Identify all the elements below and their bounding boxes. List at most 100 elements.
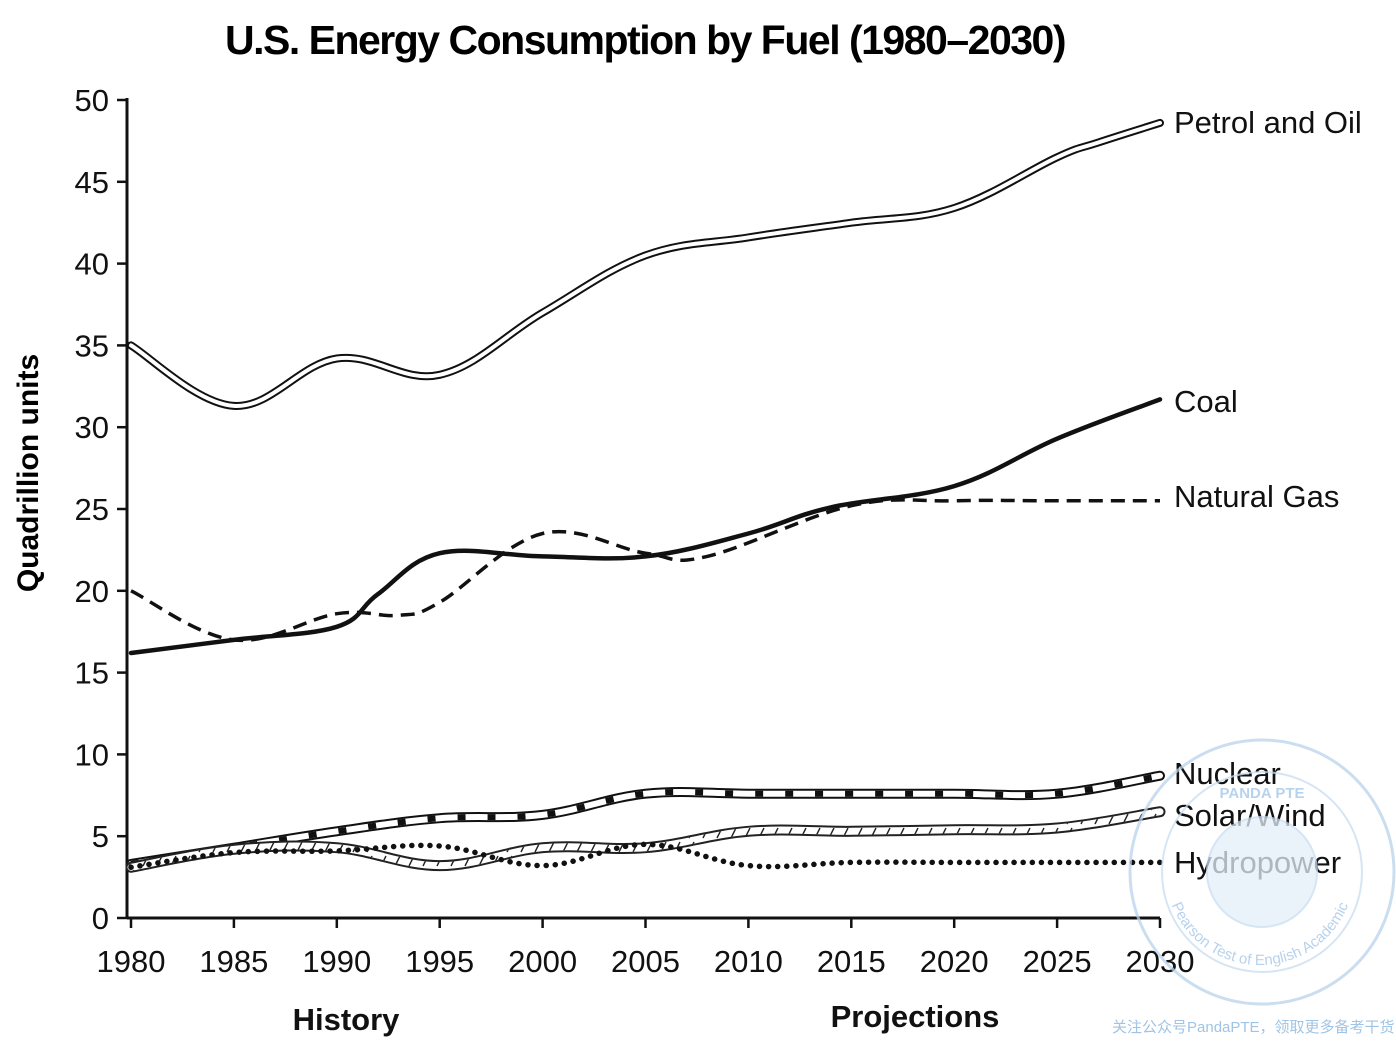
x-tick-label: 1980	[97, 944, 166, 979]
data-point	[541, 864, 545, 868]
data-point	[438, 373, 442, 377]
data-point	[438, 844, 442, 848]
y-tick-label: 25	[75, 492, 109, 527]
data-point	[438, 600, 442, 604]
data-point	[746, 235, 750, 239]
data-point	[829, 505, 833, 509]
series-natural-gas	[129, 498, 1162, 643]
data-point	[438, 864, 442, 868]
x-tick-label: 2020	[920, 944, 989, 979]
data-point	[644, 253, 648, 257]
series-petrol-and-oil	[127, 118, 1164, 410]
series-coal	[128, 397, 1163, 656]
data-point	[541, 532, 545, 536]
x-tick-label: 2025	[1023, 944, 1092, 979]
data-point	[335, 625, 339, 629]
svg-text:PANDA PTE: PANDA PTE	[1219, 785, 1304, 802]
y-tick-label: 35	[75, 328, 109, 363]
data-point	[849, 504, 853, 508]
data-point	[1055, 155, 1059, 159]
series-line-inner	[128, 772, 1163, 867]
data-point	[952, 484, 956, 488]
chart-title: U.S. Energy Consumption by Fuel (1980–20…	[225, 17, 1065, 63]
data-point	[129, 343, 133, 347]
data-point	[644, 551, 648, 555]
data-point	[952, 828, 956, 832]
series-line-hatch	[127, 808, 1164, 871]
data-point	[746, 864, 750, 868]
data-point	[1055, 437, 1059, 441]
watermark-footer: 关注公众号PandaPTE，领取更多备考干货	[1112, 1019, 1395, 1036]
data-point	[952, 860, 956, 864]
data-point	[541, 311, 545, 315]
x-tick-label: 2005	[611, 944, 680, 979]
x-tick-label: 1985	[199, 944, 268, 979]
series-line	[128, 397, 1163, 656]
data-point	[1096, 141, 1100, 145]
section-label-history: History	[293, 1002, 401, 1037]
data-point	[1158, 774, 1162, 778]
series-nuclear	[126, 770, 1165, 869]
x-axis-ticks: 1980 1985 1990 1995 2000 2005 2010 2015 2020 2025…	[97, 918, 1195, 979]
data-point	[438, 816, 442, 820]
x-tick-label: 2030	[1126, 944, 1195, 979]
data-point	[232, 404, 236, 408]
y-tick-label: 40	[75, 247, 109, 282]
data-point	[1158, 121, 1162, 125]
x-tick-label: 2000	[508, 944, 577, 979]
series-layer	[125, 118, 1166, 873]
data-point	[541, 846, 545, 850]
data-point	[746, 792, 750, 796]
data-point	[232, 851, 236, 855]
section-label-projections: Projections	[831, 999, 1000, 1034]
series-solar-wind	[125, 806, 1166, 873]
data-point	[1055, 860, 1059, 864]
data-point	[952, 499, 956, 503]
data-point	[335, 357, 339, 361]
data-point	[705, 554, 709, 558]
data-point	[746, 829, 750, 833]
data-point	[335, 829, 339, 833]
data-point	[129, 589, 133, 593]
x-tick-label: 1990	[302, 944, 371, 979]
y-tick-label: 15	[75, 656, 109, 691]
data-point	[849, 792, 853, 796]
data-point	[335, 849, 339, 853]
x-tick-label: 2010	[714, 944, 783, 979]
x-tick-label: 1995	[405, 944, 474, 979]
y-tick-label: 0	[92, 901, 109, 936]
data-point	[129, 651, 133, 655]
y-axis-title: Quadrillion units	[12, 354, 45, 592]
data-point	[541, 554, 545, 558]
data-point	[376, 592, 380, 596]
data-point	[1158, 499, 1162, 503]
data-point	[746, 532, 750, 536]
series-hydropower	[128, 841, 1163, 871]
series-label-petrol-and-oil: Petrol and Oil	[1174, 105, 1362, 140]
data-point	[232, 638, 236, 642]
series-line-inner	[129, 120, 1162, 408]
series-line	[130, 498, 1160, 643]
y-tick-label: 5	[92, 819, 109, 854]
y-tick-label: 20	[75, 574, 109, 609]
data-point	[952, 206, 956, 210]
data-point	[849, 221, 853, 225]
y-axis-ticks: 0 5 10 15 20 25 30 35 40 45 50	[75, 83, 127, 936]
data-point	[129, 865, 133, 869]
series-line	[128, 841, 1163, 871]
series-label-natural-gas: Natural Gas	[1174, 479, 1339, 514]
data-point	[644, 792, 648, 796]
data-point	[1055, 499, 1059, 503]
y-tick-label: 30	[75, 410, 109, 445]
data-point	[849, 829, 853, 833]
data-point	[438, 551, 442, 555]
y-tick-label: 50	[75, 83, 109, 118]
data-point	[1055, 826, 1059, 830]
data-point	[952, 792, 956, 796]
y-tick-label: 10	[75, 737, 109, 772]
y-tick-label: 45	[75, 165, 109, 200]
series-label-coal: Coal	[1174, 384, 1238, 419]
data-point	[335, 612, 339, 616]
